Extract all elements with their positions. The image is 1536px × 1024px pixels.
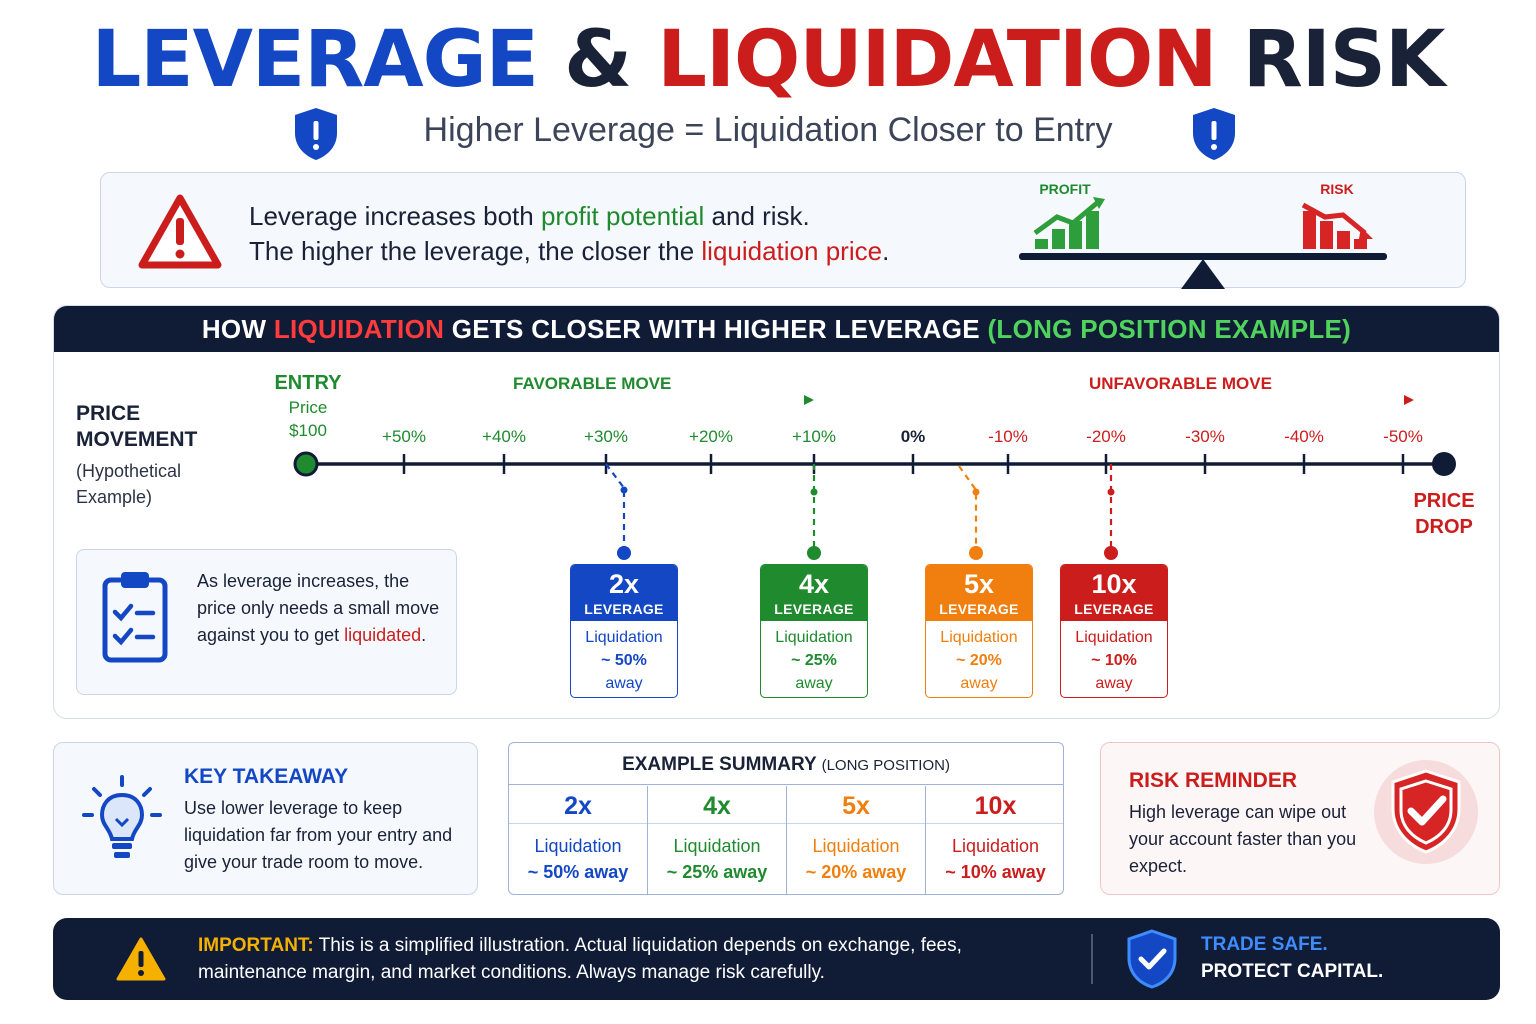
- price-movement-label: PRICE MOVEMENT: [76, 402, 198, 451]
- trade-safe-text: TRADE SAFE.: [1201, 934, 1328, 955]
- end-dot: [1432, 452, 1456, 476]
- tick-label: -10%: [988, 427, 1028, 446]
- price-timeline: [293, 395, 1456, 560]
- leverage-card-4x: 4x LEVERAGE Liquidation ~ 25% away: [760, 564, 868, 698]
- tick-label: -50%: [1383, 427, 1423, 446]
- price-drop-label: PRICE DROP: [1413, 490, 1475, 538]
- price-movement-sub: (Hypothetical Example): [76, 461, 182, 507]
- warning-shield-icon: [295, 108, 337, 160]
- protect-capital-text: PROTECT CAPITAL.: [1201, 961, 1384, 982]
- summary-col-10x: 10x Liquidation ~ 10% away: [926, 786, 1063, 894]
- footer-disclaimer: IMPORTANT: This is a simplified illustra…: [198, 935, 962, 983]
- summary-title: EXAMPLE SUMMARY (LONG POSITION): [509, 743, 1063, 785]
- title-ampersand: &: [564, 15, 632, 105]
- tick-label: 0%: [900, 427, 926, 446]
- key-takeaway-text: Use lower leverage to keep liquidation f…: [184, 798, 453, 872]
- entry-label: ENTRY: [274, 372, 342, 394]
- intro-box: Leverage increases both profit potential…: [100, 172, 1466, 289]
- profit-label: PROFIT: [1039, 181, 1091, 197]
- summary-col-5x: 5x Liquidation ~ 20% away: [787, 786, 926, 894]
- leverage-note-box: As leverage increases, the price only ne…: [76, 549, 457, 695]
- connector-2x: [605, 463, 626, 550]
- title-risk: RISK: [1242, 15, 1446, 105]
- tick-label: +40%: [482, 427, 526, 446]
- connector-5x: [958, 465, 978, 550]
- tick-label: -30%: [1185, 427, 1225, 446]
- intro-text: Leverage increases both profit potential…: [249, 201, 890, 266]
- balance-scale-icon: PROFIT RISK: [1019, 181, 1387, 289]
- title-liquidation: LIQUIDATION: [657, 15, 1217, 105]
- warning-triangle-icon: [116, 937, 166, 981]
- check-shield-icon: [1374, 760, 1478, 864]
- summary-col-4x: 4x Liquidation ~ 25% away: [648, 786, 787, 894]
- footer-banner: IMPORTANT: This is a simplified illustra…: [53, 918, 1500, 1000]
- example-summary-table: EXAMPLE SUMMARY (LONG POSITION) 2x Liqui…: [508, 742, 1064, 895]
- tick-label: +30%: [584, 427, 628, 446]
- tick-label: -20%: [1086, 427, 1126, 446]
- tick-label: +20%: [689, 427, 733, 446]
- liquidation-panel: HOW LIQUIDATION GETS CLOSER WITH HIGHER …: [53, 305, 1500, 719]
- check-shield-icon: [1127, 929, 1177, 989]
- favorable-move-label: FAVORABLE MOVE: [513, 374, 672, 393]
- entry-dot: [293, 451, 319, 477]
- panel-header: HOW LIQUIDATION GETS CLOSER WITH HIGHER …: [54, 306, 1499, 352]
- tick-label: +50%: [382, 427, 426, 446]
- summary-col-2x: 2x Liquidation ~ 50% away: [509, 786, 648, 894]
- leverage-note-text: As leverage increases, the price only ne…: [197, 571, 440, 645]
- key-takeaway-title: KEY TAKEAWAY: [184, 765, 349, 788]
- subtitle: Higher Leverage = Liquidation Closer to …: [423, 111, 1113, 149]
- tick-label: -40%: [1284, 427, 1324, 446]
- tick-label: +10%: [792, 427, 836, 446]
- title-leverage: LEVERAGE: [91, 15, 539, 105]
- unfavorable-move-label: UNFAVORABLE MOVE: [1089, 374, 1272, 393]
- risk-label: RISK: [1320, 181, 1353, 197]
- page-title: LEVERAGE & LIQUIDATION RISK: [0, 14, 1536, 106]
- leverage-card-10x: 10x LEVERAGE Liquidation ~ 10% away: [1060, 564, 1168, 698]
- warning-triangle-icon: [138, 194, 222, 269]
- warning-shield-icon: [1193, 108, 1235, 160]
- key-takeaway-card: KEY TAKEAWAY Use lower leverage to keep …: [53, 742, 478, 895]
- leverage-card-2x: 2x LEVERAGE Liquidation ~ 50% away: [570, 564, 678, 698]
- leverage-card-5x: 5x LEVERAGE Liquidation ~ 20% away: [925, 564, 1033, 698]
- risk-reminder-title: RISK REMINDER: [1129, 769, 1298, 792]
- risk-reminder-text: High leverage can wipe out your account …: [1129, 802, 1357, 876]
- footer-divider: [1091, 934, 1093, 984]
- risk-reminder-card: RISK REMINDER High leverage can wipe out…: [1100, 742, 1500, 895]
- clipboard-checklist-icon: [102, 572, 168, 663]
- lightbulb-icon: [82, 775, 162, 858]
- entry-price: Price $100: [288, 398, 328, 440]
